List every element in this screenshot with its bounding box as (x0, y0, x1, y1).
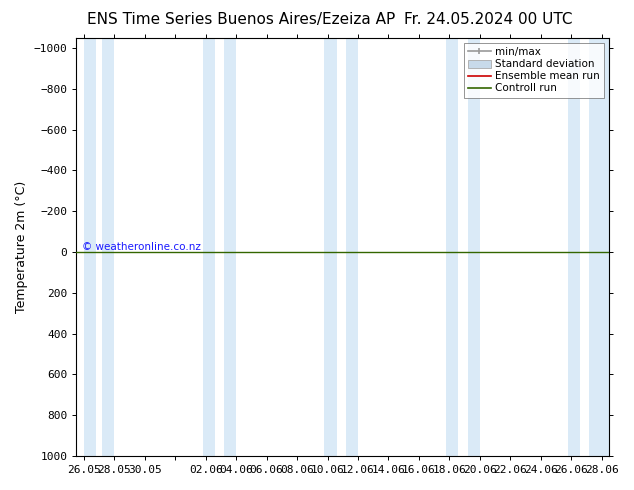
Text: © weatheronline.co.nz: © weatheronline.co.nz (82, 242, 200, 252)
Bar (590, 38, 609, 456)
Bar (346, 38, 358, 456)
Bar (102, 38, 114, 456)
Bar (325, 38, 337, 456)
Bar (446, 38, 458, 456)
Text: Fr. 24.05.2024 00 UTC: Fr. 24.05.2024 00 UTC (404, 12, 573, 27)
Bar (467, 38, 480, 456)
Bar (203, 38, 215, 456)
Legend: min/max, Standard deviation, Ensemble mean run, Controll run: min/max, Standard deviation, Ensemble me… (463, 43, 604, 98)
Y-axis label: Temperature 2m (°C): Temperature 2m (°C) (15, 181, 28, 313)
Bar (224, 38, 236, 456)
Text: ENS Time Series Buenos Aires/Ezeiza AP: ENS Time Series Buenos Aires/Ezeiza AP (87, 12, 395, 27)
Bar (568, 38, 580, 456)
Bar (84, 38, 96, 456)
